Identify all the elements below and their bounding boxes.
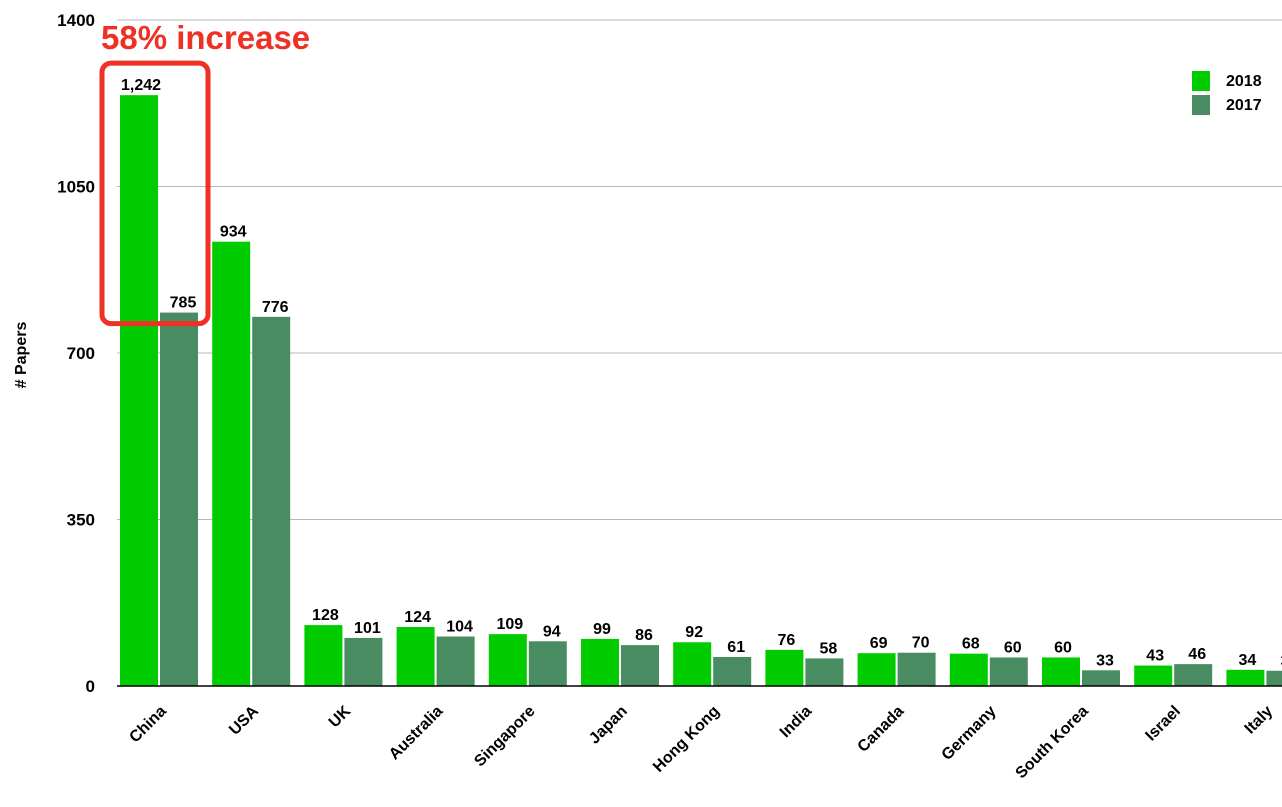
bar-2018-hong-kong bbox=[673, 642, 712, 686]
bar-2018-japan bbox=[581, 638, 619, 686]
x-category-label: Italy bbox=[1242, 703, 1277, 738]
x-category-label: South Korea bbox=[1013, 703, 1092, 782]
x-category-label: Japan bbox=[586, 703, 631, 748]
data-label: 34 bbox=[1239, 652, 1257, 669]
legend-label-2017: 2017 bbox=[1226, 97, 1262, 114]
x-category-label: Germany bbox=[939, 703, 1000, 764]
data-label: 69 bbox=[870, 635, 888, 652]
legend-swatch-2018 bbox=[1192, 71, 1210, 91]
data-label: 124 bbox=[404, 609, 431, 626]
bar-2018-india bbox=[765, 649, 804, 686]
bar-2017-china bbox=[160, 312, 198, 686]
y-tick-label: 350 bbox=[67, 511, 95, 530]
legend: 2018 2017 bbox=[1192, 71, 1262, 115]
data-label: 101 bbox=[354, 620, 381, 637]
bar-2017-india bbox=[805, 658, 844, 686]
x-category-label: Israel bbox=[1142, 703, 1184, 745]
y-tick-label: 1050 bbox=[57, 178, 95, 197]
x-category-label: USA bbox=[226, 702, 262, 738]
bar-2018-usa bbox=[212, 241, 251, 686]
bar-2017-uk bbox=[344, 637, 383, 686]
data-label: 94 bbox=[543, 623, 561, 640]
bar-2018-singapore bbox=[488, 634, 527, 686]
y-axis-label: # Papers bbox=[13, 322, 30, 389]
bar-2017-canada bbox=[897, 652, 936, 686]
data-label: 109 bbox=[496, 616, 523, 633]
data-label: 61 bbox=[727, 639, 745, 656]
x-category-label: UK bbox=[326, 702, 355, 731]
bar-2017-usa bbox=[252, 316, 291, 686]
data-label: 33 bbox=[1096, 652, 1114, 669]
bar-2017-south-korea bbox=[1082, 670, 1120, 686]
y-tick-label: 1400 bbox=[57, 11, 95, 30]
data-label: 60 bbox=[1004, 639, 1022, 656]
bar-2018-israel bbox=[1134, 665, 1173, 686]
bar-2018-australia bbox=[396, 627, 435, 686]
y-tick-label: 0 bbox=[86, 677, 95, 696]
bar-2017-australia bbox=[436, 636, 475, 686]
bar-2018-uk bbox=[304, 625, 343, 686]
data-label: 46 bbox=[1188, 646, 1206, 663]
x-category-label: India bbox=[777, 703, 815, 741]
y-axis-ticks: 0 350 700 1050 1400 bbox=[57, 11, 95, 696]
bar-2017-singapore bbox=[528, 641, 567, 686]
data-label: 86 bbox=[635, 627, 653, 644]
annotation-text: 58% increase bbox=[101, 19, 310, 56]
bars: 1,242 785 934 776 128 101 124 104 109 94 99 86 92 61 7… bbox=[120, 77, 1282, 687]
bar-2018-south-korea bbox=[1042, 657, 1080, 686]
bar-2018-germany bbox=[949, 653, 988, 686]
data-label: 99 bbox=[593, 621, 611, 638]
bar-2017-japan bbox=[621, 645, 659, 686]
x-category-label: Australia bbox=[386, 703, 447, 764]
bar-2017-hong-kong bbox=[713, 656, 752, 686]
data-label: 32 bbox=[1281, 653, 1282, 670]
data-label: 92 bbox=[685, 624, 703, 641]
legend-label-2018: 2018 bbox=[1226, 73, 1262, 90]
y-tick-label: 700 bbox=[67, 344, 95, 363]
annotation: 58% increase bbox=[99, 19, 310, 327]
data-label: 68 bbox=[962, 636, 980, 653]
data-label: 1,242 bbox=[121, 77, 161, 94]
data-label: 776 bbox=[262, 299, 289, 316]
x-axis-categories: China USA UK Australia Singapore Japan Hong Ko… bbox=[126, 702, 1276, 782]
bar-2018-canada bbox=[857, 653, 896, 686]
data-label: 60 bbox=[1054, 639, 1072, 656]
x-category-label: Canada bbox=[855, 703, 908, 756]
bar-2017-germany bbox=[989, 657, 1028, 686]
data-label: 128 bbox=[312, 607, 339, 624]
x-category-label: Singapore bbox=[471, 703, 538, 770]
data-label: 43 bbox=[1146, 648, 1164, 665]
annotation-box bbox=[99, 60, 211, 327]
x-category-label: Hong Kong bbox=[650, 703, 723, 776]
data-label: 104 bbox=[446, 619, 473, 636]
gridlines bbox=[117, 19, 1282, 520]
data-label: 934 bbox=[220, 224, 247, 241]
legend-swatch-2017 bbox=[1192, 95, 1210, 115]
data-label: 76 bbox=[778, 632, 796, 649]
bar-2017-israel bbox=[1174, 664, 1213, 686]
bar-2017-italy bbox=[1266, 670, 1282, 686]
data-label: 70 bbox=[912, 635, 930, 652]
bar-2018-italy bbox=[1226, 669, 1265, 686]
data-label: 58 bbox=[820, 640, 838, 657]
x-category-label: China bbox=[126, 703, 170, 747]
data-label: 785 bbox=[170, 295, 197, 312]
bar-2018-china bbox=[120, 95, 158, 687]
